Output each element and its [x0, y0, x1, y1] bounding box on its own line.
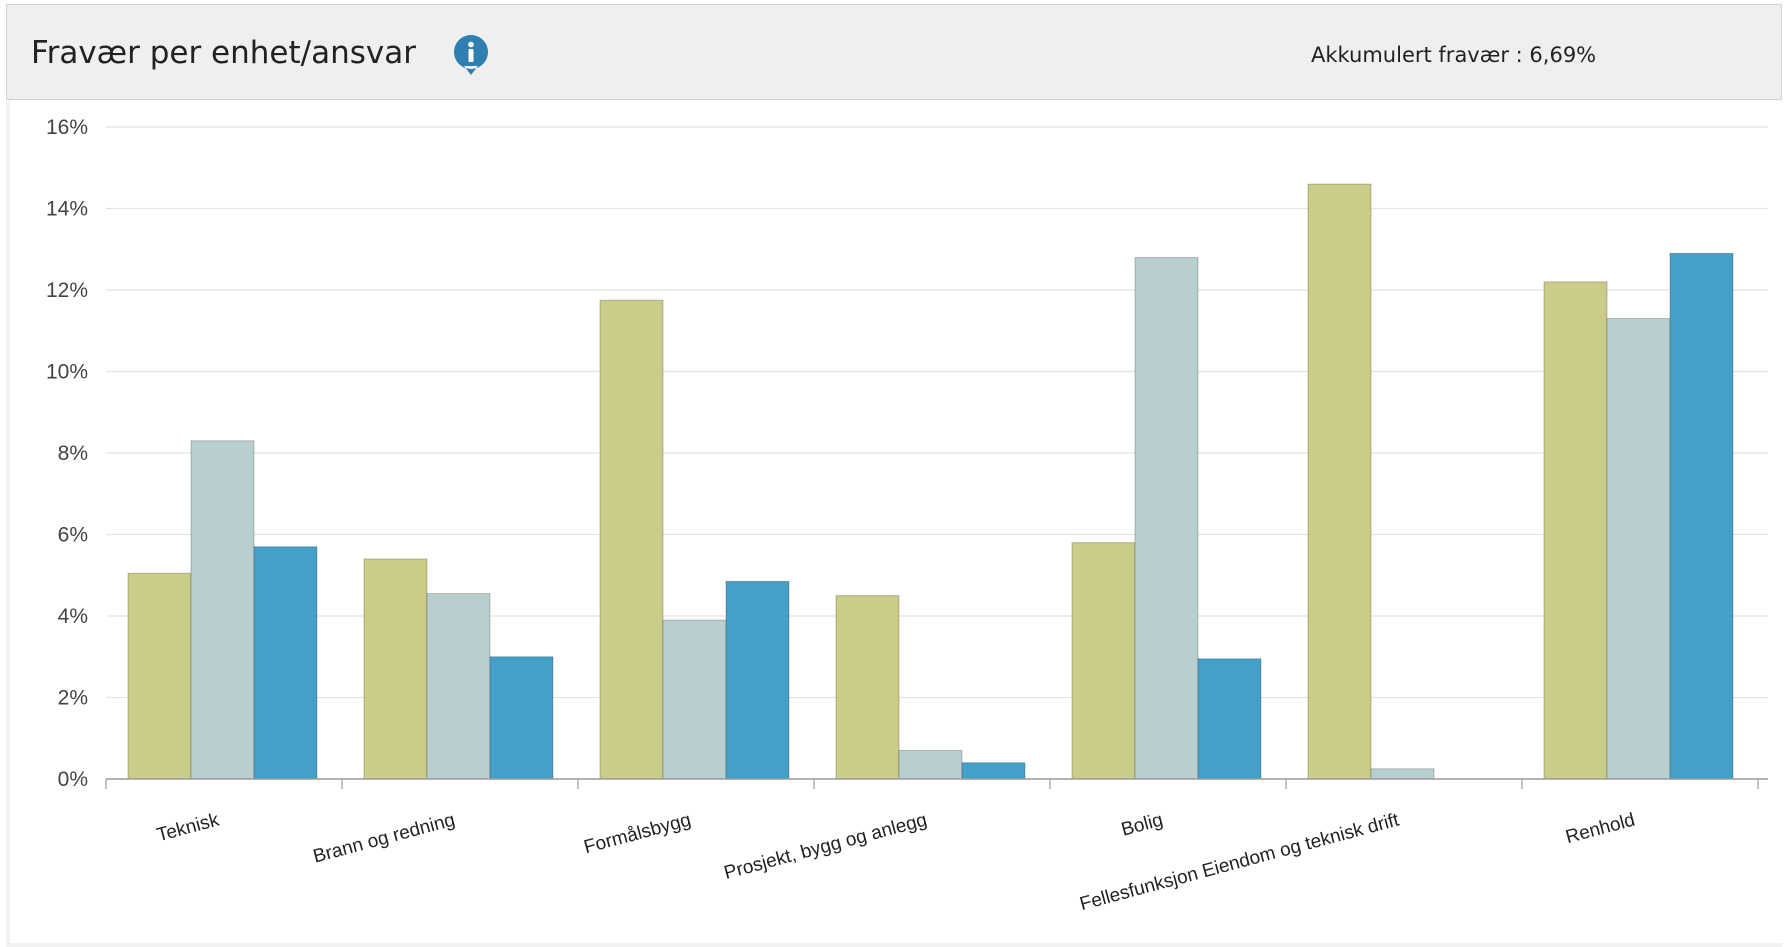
bar	[363, 558, 428, 780]
y-tick-label: 12%	[46, 279, 88, 302]
bar	[127, 572, 192, 780]
bar	[1197, 658, 1262, 780]
bar	[599, 299, 664, 780]
chart-border-left	[6, 100, 10, 947]
bar	[190, 440, 255, 780]
y-tick-label: 10%	[46, 361, 88, 384]
bar	[835, 595, 900, 780]
bar	[1134, 256, 1199, 780]
x-category-label: Prosjekt, bygg og anlegg	[722, 810, 929, 884]
x-category-label: Renhold	[1563, 810, 1637, 849]
bar	[1370, 768, 1435, 780]
bar	[253, 546, 318, 780]
chart-border-bottom	[6, 943, 1782, 947]
y-tick-label: 14%	[46, 198, 88, 221]
x-category-label: Brann og redning	[311, 810, 457, 868]
info-icon-dot	[468, 41, 474, 48]
y-tick-label: 0%	[58, 768, 88, 791]
bar	[961, 762, 1026, 780]
bar	[489, 656, 554, 780]
bar	[1543, 281, 1608, 780]
panel-title: Fravær per enhet/ansvar	[31, 35, 416, 71]
y-tick-label: 6%	[58, 524, 88, 547]
accumulated-absence: Akkumulert fravær : 6,69%	[1311, 43, 1597, 67]
y-tick-label: 16%	[46, 116, 88, 139]
info-icon-stem	[468, 49, 474, 62]
panel-header: Fravær per enhet/ansvar Akkumulert fravæ…	[6, 4, 1782, 100]
bar	[1669, 252, 1734, 780]
bar	[898, 749, 963, 780]
x-category-label: Formålsbygg	[582, 810, 694, 859]
y-tick-label: 8%	[58, 442, 88, 465]
bar	[1071, 542, 1136, 780]
info-icon[interactable]	[451, 33, 491, 77]
bar	[426, 593, 491, 780]
bar-chart: 0% 2% 4% 6% 8% 10% 12% 14% 16% Teknisk Brann og re…	[46, 116, 1768, 915]
y-tick-label: 2%	[58, 687, 88, 710]
y-tick-label: 4%	[58, 605, 88, 628]
bar	[1307, 183, 1372, 780]
bar	[662, 619, 727, 780]
chart-area: 0% 2% 4% 6% 8% 10% 12% 14% 16% Teknisk Brann og re…	[10, 100, 1778, 943]
x-category-label: Bolig	[1119, 810, 1165, 841]
bar	[1606, 318, 1671, 780]
bar	[725, 580, 790, 780]
x-category-label: Teknisk	[155, 809, 222, 846]
